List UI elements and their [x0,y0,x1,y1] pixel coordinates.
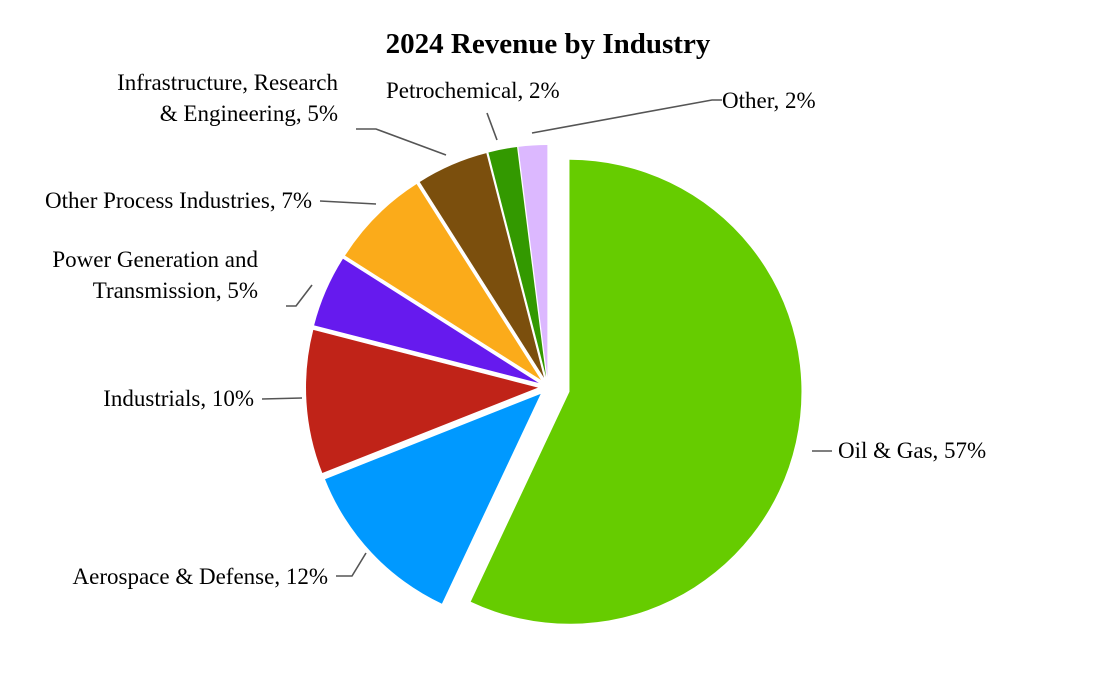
pie-slice-oil-gas [470,159,802,624]
pie-slice-industrials [306,329,539,474]
leader-line [286,284,313,307]
slice-label: Industrials, 10% [103,386,254,411]
slice-label: Oil & Gas, 57% [838,438,986,463]
leader-line [356,128,447,156]
pie-slice-power-generation-and-transmission [314,258,539,384]
slice-label: Infrastructure, Research [117,70,338,95]
leader-line [486,112,498,141]
pie-slice-infrastructure-research-engineering [419,153,545,378]
leader-line [319,200,377,205]
pie-slice-petrochemical [488,147,547,378]
slice-label: Transmission, 5% [93,278,258,303]
slice-label: Power Generation and [52,247,258,272]
slice-labels: Oil & Gas, 57% Aerospace & Defense, 12% In… [45,70,986,589]
slice-label: & Engineering, 5% [160,101,338,126]
pie-slice-other [518,145,548,378]
slice-label: Other Process Industries, 7% [45,188,312,213]
slice-label: Other, 2% [722,88,816,113]
pie-slice-aerospace-defense [325,393,541,604]
leader-line [336,552,367,577]
pie-slice-other-process-industries [345,184,541,380]
leader-line [261,397,303,400]
pie-slices [306,145,802,624]
slice-label: Petrochemical, 2% [386,78,560,103]
chart-title: 2024 Revenue by Industry [386,28,711,60]
leader-line [531,99,722,134]
leader-lines [261,99,832,577]
slice-label: Aerospace & Defense, 12% [73,564,328,589]
